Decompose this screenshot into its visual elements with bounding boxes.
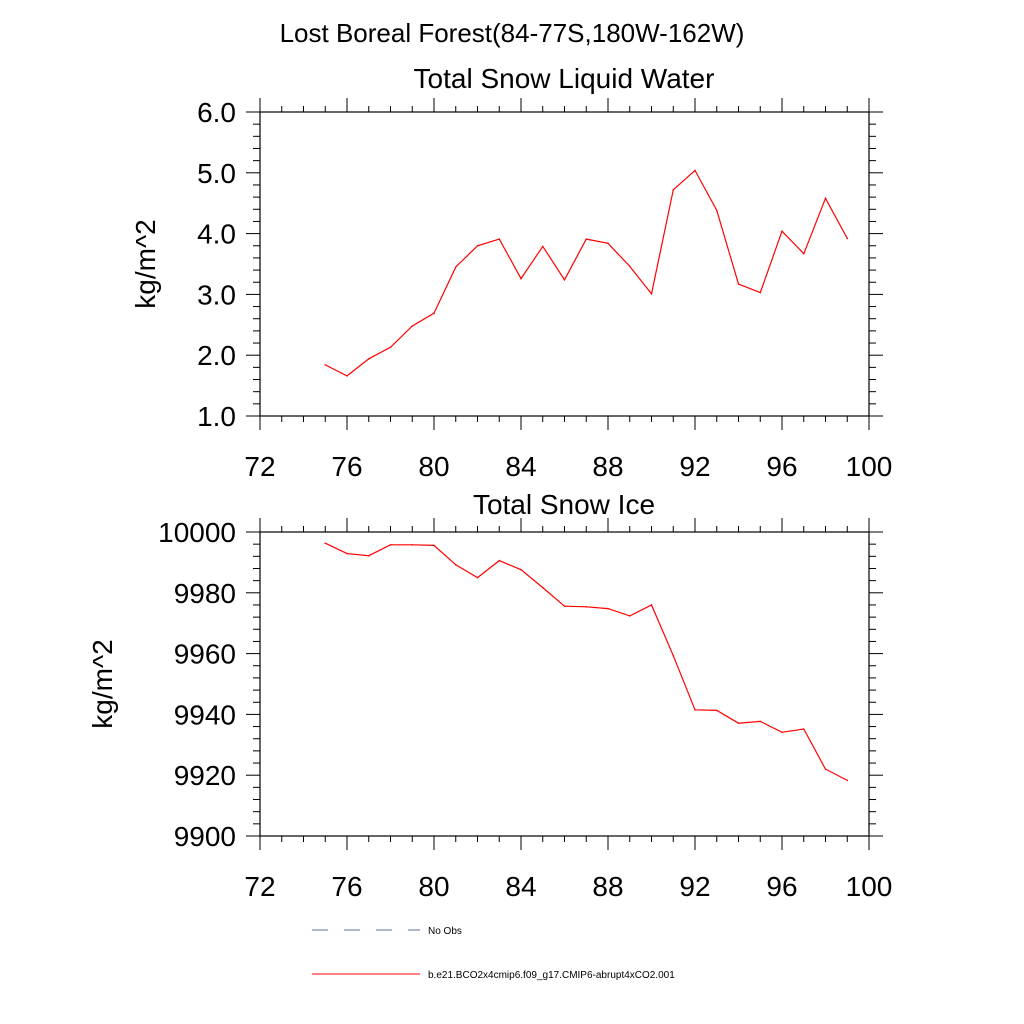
y-tick-label: 9980 bbox=[174, 578, 236, 609]
data-point bbox=[476, 576, 479, 579]
x-tick-label: 80 bbox=[418, 451, 449, 482]
y-tick-label: 5.0 bbox=[197, 158, 236, 189]
data-point bbox=[433, 312, 435, 315]
data-point bbox=[541, 586, 544, 589]
y-axis-label: kg/m^2 bbox=[87, 639, 118, 728]
x-tick-label: 92 bbox=[679, 451, 710, 482]
x-tick-label: 96 bbox=[766, 451, 797, 482]
y-tick-label: 10000 bbox=[158, 517, 236, 548]
y-tick-label: 6.0 bbox=[197, 97, 236, 128]
data-point bbox=[346, 552, 348, 555]
figure-title: Lost Boreal Forest(84-77S,180W-162W) bbox=[280, 18, 745, 48]
x-tick-label: 100 bbox=[846, 871, 893, 902]
data-point bbox=[607, 242, 609, 245]
data-point bbox=[563, 279, 566, 281]
plot-frame bbox=[259, 531, 870, 837]
data-point bbox=[694, 169, 696, 172]
data-point bbox=[607, 607, 609, 610]
data-point bbox=[802, 252, 805, 255]
data-point bbox=[781, 731, 783, 734]
data-point bbox=[650, 604, 653, 606]
x-tick-label: 96 bbox=[766, 871, 797, 902]
y-tick-label: 2.0 bbox=[197, 340, 236, 371]
data-point bbox=[498, 559, 501, 562]
y-axis-label: kg/m^2 bbox=[130, 219, 161, 308]
data-point bbox=[824, 768, 827, 770]
data-point bbox=[585, 605, 588, 608]
data-point bbox=[563, 605, 566, 607]
data-point bbox=[628, 265, 631, 268]
data-point bbox=[346, 375, 348, 377]
data-point bbox=[520, 277, 522, 280]
panel-title: Total Snow Liquid Water bbox=[414, 63, 715, 94]
x-tick-label: 84 bbox=[505, 451, 536, 482]
y-tick-label: 9920 bbox=[174, 760, 236, 791]
data-point bbox=[737, 722, 740, 725]
data-point bbox=[694, 709, 696, 711]
data-point bbox=[454, 266, 457, 268]
data-point bbox=[781, 230, 783, 232]
data-point bbox=[476, 244, 479, 247]
data-point bbox=[498, 238, 501, 240]
x-tick-label: 80 bbox=[418, 871, 449, 902]
data-point bbox=[324, 542, 327, 545]
chart-panels: Total Snow Liquid Water 72 76 80 84 88 92 96 100… bbox=[87, 63, 892, 902]
data-point bbox=[715, 709, 718, 712]
x-tick-label: 92 bbox=[679, 871, 710, 902]
data-point bbox=[454, 564, 457, 566]
data-point bbox=[367, 554, 370, 557]
data-point bbox=[846, 237, 849, 240]
x-tick-label: 84 bbox=[505, 871, 536, 902]
x-tick-label: 76 bbox=[331, 871, 362, 902]
data-point bbox=[520, 568, 522, 571]
series-line bbox=[325, 169, 848, 377]
x-tick-label: 88 bbox=[592, 871, 623, 902]
data-point bbox=[433, 544, 435, 547]
data-point bbox=[628, 615, 631, 617]
series-line bbox=[325, 542, 848, 781]
data-point bbox=[585, 238, 588, 240]
plot-frame bbox=[259, 111, 870, 417]
x-tick-label: 88 bbox=[592, 451, 623, 482]
data-point bbox=[367, 358, 370, 360]
legend: No Obs b.e21.BCO2x4cmip6.f09_g17.CMIP6-ab… bbox=[312, 926, 675, 981]
x-tick-label: 72 bbox=[244, 871, 275, 902]
y-tick-label: 9900 bbox=[174, 821, 236, 852]
data-point bbox=[759, 720, 762, 723]
y-tick-label: 9960 bbox=[174, 639, 236, 670]
chart-panel-2: Total Snow Ice 72 76 80 84 88 92 96 100 9900 9920 9… bbox=[87, 489, 892, 902]
data-point bbox=[324, 364, 327, 366]
data-point bbox=[759, 291, 762, 294]
data-point bbox=[411, 325, 414, 327]
data-point bbox=[672, 189, 675, 191]
data-point bbox=[672, 654, 675, 657]
legend-label: b.e21.BCO2x4cmip6.f09_g17.CMIP6-abrupt4x… bbox=[428, 970, 675, 981]
x-tick-label: 76 bbox=[331, 451, 362, 482]
data-point bbox=[824, 197, 827, 200]
panel-title: Total Snow Ice bbox=[473, 489, 655, 520]
data-point bbox=[389, 346, 392, 349]
x-tick-label: 100 bbox=[846, 451, 893, 482]
y-tick-label: 3.0 bbox=[197, 279, 236, 310]
data-point bbox=[411, 543, 414, 546]
data-point bbox=[737, 283, 740, 285]
data-point bbox=[715, 209, 718, 212]
data-point bbox=[846, 779, 849, 782]
y-tick-label: 1.0 bbox=[197, 401, 236, 432]
x-tick-label: 72 bbox=[244, 451, 275, 482]
data-point bbox=[650, 292, 653, 295]
legend-label: No Obs bbox=[428, 926, 462, 937]
data-point bbox=[802, 728, 805, 730]
chart-panel-1: Total Snow Liquid Water 72 76 80 84 88 92 96 100… bbox=[130, 63, 892, 482]
data-point bbox=[541, 245, 544, 248]
y-tick-label: 9940 bbox=[174, 699, 236, 730]
y-tick-label: 4.0 bbox=[197, 219, 236, 250]
data-point bbox=[389, 543, 392, 546]
